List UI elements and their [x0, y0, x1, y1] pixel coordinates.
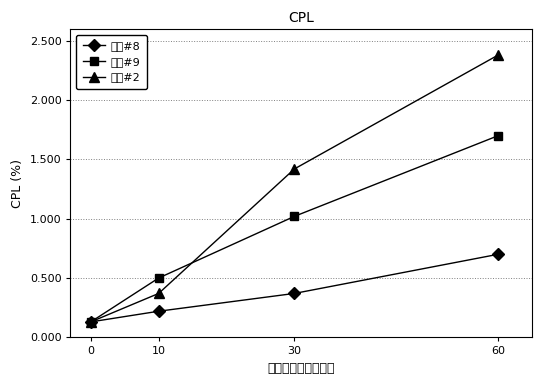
X-axis label: 経時変化時間（分）: 経時変化時間（分）	[267, 362, 335, 375]
Line: 樹脂#9: 樹脂#9	[87, 132, 502, 326]
Line: 樹脂#8: 樹脂#8	[87, 250, 502, 326]
Y-axis label: CPL (%): CPL (%)	[11, 159, 24, 208]
樹脂#8	[155, 309, 162, 313]
樹脂#2	[495, 53, 501, 58]
樹脂#8	[495, 252, 501, 257]
樹脂#9	[155, 276, 162, 280]
樹脂#9	[87, 320, 94, 324]
樹脂#9	[495, 134, 501, 138]
樹脂#2	[291, 167, 298, 171]
樹脂#2	[87, 320, 94, 324]
樹脂#9	[291, 214, 298, 219]
Line: 樹脂#2: 樹脂#2	[86, 50, 503, 327]
Title: CPL: CPL	[288, 11, 314, 25]
樹脂#2	[155, 291, 162, 296]
Legend: 樹脂#8, 樹脂#9, 樹脂#2: 樹脂#8, 樹脂#9, 樹脂#2	[76, 35, 147, 89]
樹脂#8	[291, 291, 298, 296]
樹脂#8	[87, 320, 94, 324]
